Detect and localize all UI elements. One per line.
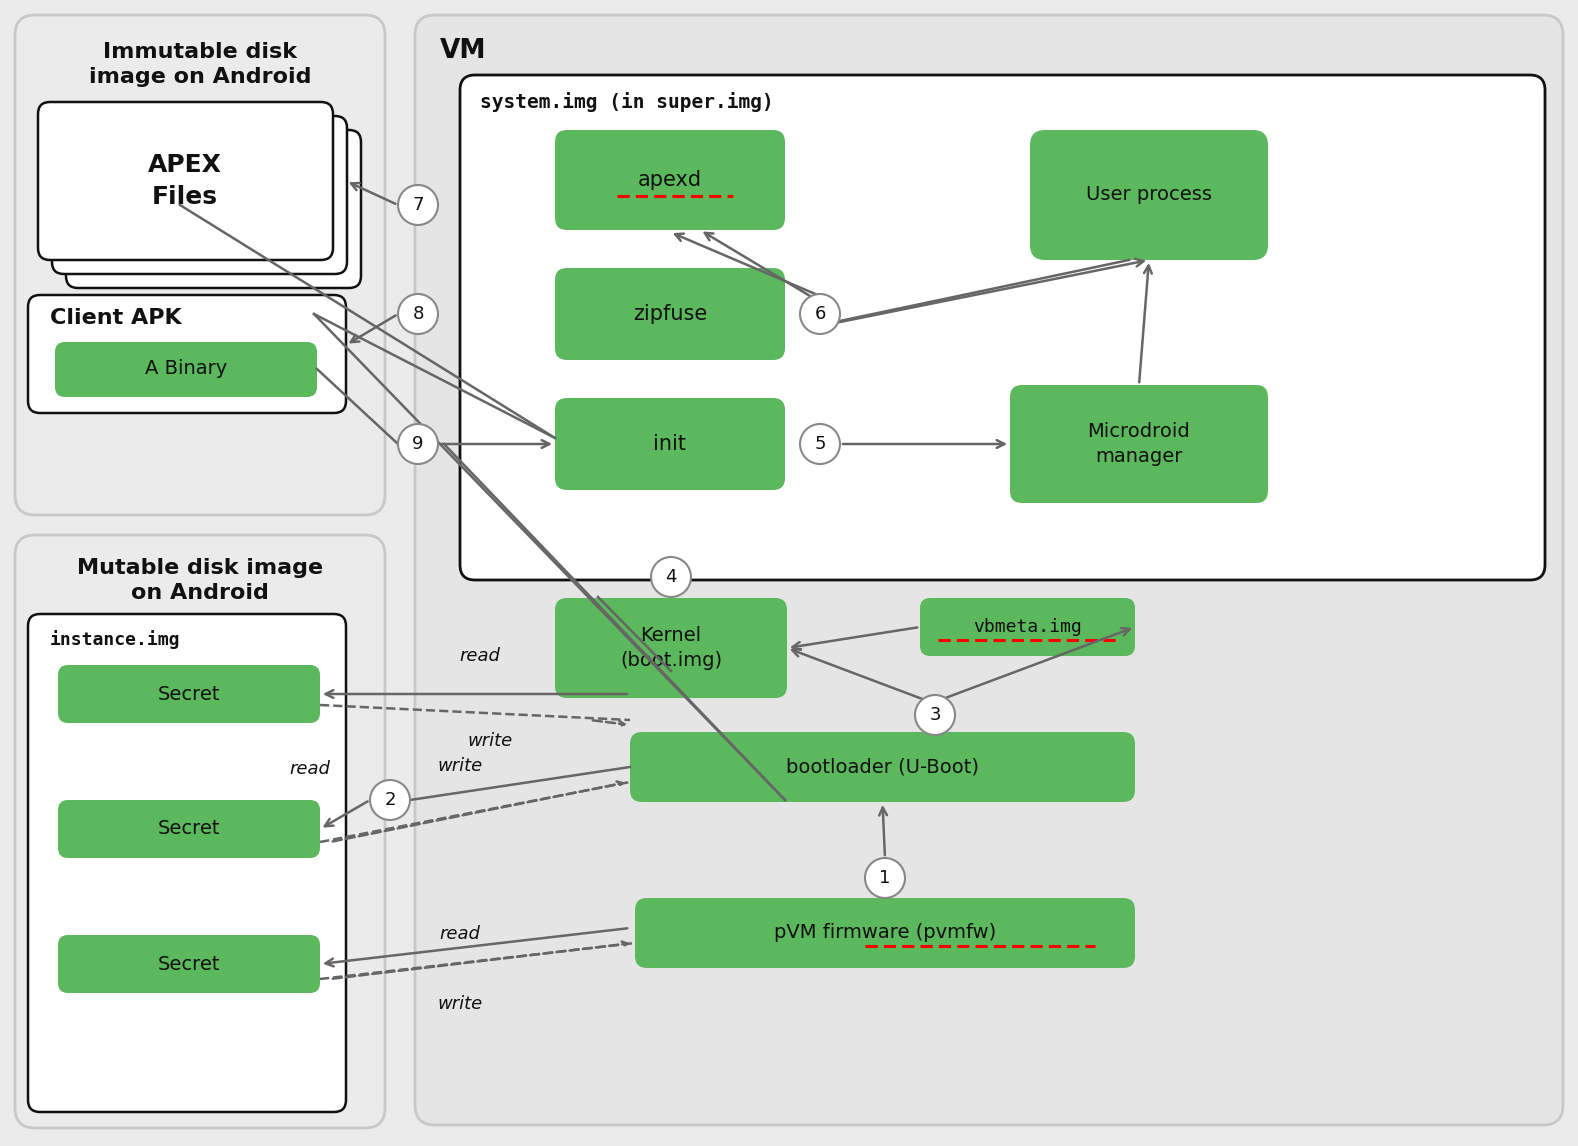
Text: Kernel
(boot.img): Kernel (boot.img) [620, 626, 723, 670]
Text: apexd: apexd [638, 170, 702, 190]
Text: VM: VM [440, 38, 486, 64]
Circle shape [652, 557, 691, 597]
Circle shape [800, 295, 839, 333]
Text: 4: 4 [666, 568, 677, 586]
Text: system.img (in super.img): system.img (in super.img) [480, 92, 773, 112]
Text: 7: 7 [412, 196, 424, 214]
FancyBboxPatch shape [555, 129, 784, 230]
Text: init: init [653, 434, 686, 454]
Text: write: write [467, 732, 513, 749]
Circle shape [800, 424, 839, 464]
FancyBboxPatch shape [28, 614, 346, 1112]
Text: Microdroid
manager: Microdroid manager [1087, 422, 1190, 466]
Text: 5: 5 [814, 435, 825, 453]
FancyBboxPatch shape [415, 15, 1562, 1125]
Text: 6: 6 [814, 305, 825, 323]
Text: 2: 2 [385, 791, 396, 809]
FancyBboxPatch shape [58, 665, 320, 723]
Text: instance.img: instance.img [50, 630, 180, 649]
FancyBboxPatch shape [58, 800, 320, 858]
Circle shape [398, 295, 439, 333]
Text: Secret: Secret [158, 819, 221, 839]
Text: read: read [440, 925, 480, 943]
FancyBboxPatch shape [555, 398, 784, 490]
Circle shape [398, 185, 439, 225]
Circle shape [865, 858, 906, 898]
FancyBboxPatch shape [634, 898, 1135, 968]
FancyBboxPatch shape [555, 598, 787, 698]
FancyBboxPatch shape [461, 74, 1545, 580]
FancyBboxPatch shape [16, 535, 385, 1128]
Text: 9: 9 [412, 435, 424, 453]
Text: write: write [437, 758, 483, 775]
Text: 1: 1 [879, 869, 890, 887]
Text: User process: User process [1086, 186, 1212, 204]
Text: write: write [437, 995, 483, 1013]
Text: pVM firmware (pvmfw): pVM firmware (pvmfw) [773, 924, 996, 942]
Text: A Binary: A Binary [145, 360, 227, 378]
FancyBboxPatch shape [1030, 129, 1269, 260]
Text: 8: 8 [412, 305, 423, 323]
FancyBboxPatch shape [55, 342, 317, 397]
FancyBboxPatch shape [28, 295, 346, 413]
FancyBboxPatch shape [1010, 385, 1269, 503]
FancyBboxPatch shape [66, 129, 361, 288]
Text: APEX
Files: APEX Files [148, 154, 222, 209]
Text: read: read [459, 647, 500, 665]
Text: Mutable disk image
on Android: Mutable disk image on Android [77, 558, 323, 603]
FancyBboxPatch shape [58, 935, 320, 992]
Circle shape [398, 424, 439, 464]
Text: 3: 3 [929, 706, 940, 724]
Text: bootloader (U-Boot): bootloader (U-Boot) [786, 758, 978, 777]
Text: vbmeta.img: vbmeta.img [974, 618, 1083, 636]
Text: zipfuse: zipfuse [633, 304, 707, 324]
FancyBboxPatch shape [16, 15, 385, 515]
FancyBboxPatch shape [52, 116, 347, 274]
FancyBboxPatch shape [630, 732, 1135, 802]
Text: Immutable disk
image on Android: Immutable disk image on Android [88, 42, 311, 87]
Text: Secret: Secret [158, 955, 221, 973]
FancyBboxPatch shape [555, 268, 784, 360]
FancyBboxPatch shape [38, 102, 333, 260]
Circle shape [369, 780, 410, 821]
FancyBboxPatch shape [920, 598, 1135, 656]
Text: read: read [289, 760, 330, 778]
Text: Secret: Secret [158, 684, 221, 704]
Circle shape [915, 694, 955, 735]
Text: Client APK: Client APK [50, 308, 181, 328]
